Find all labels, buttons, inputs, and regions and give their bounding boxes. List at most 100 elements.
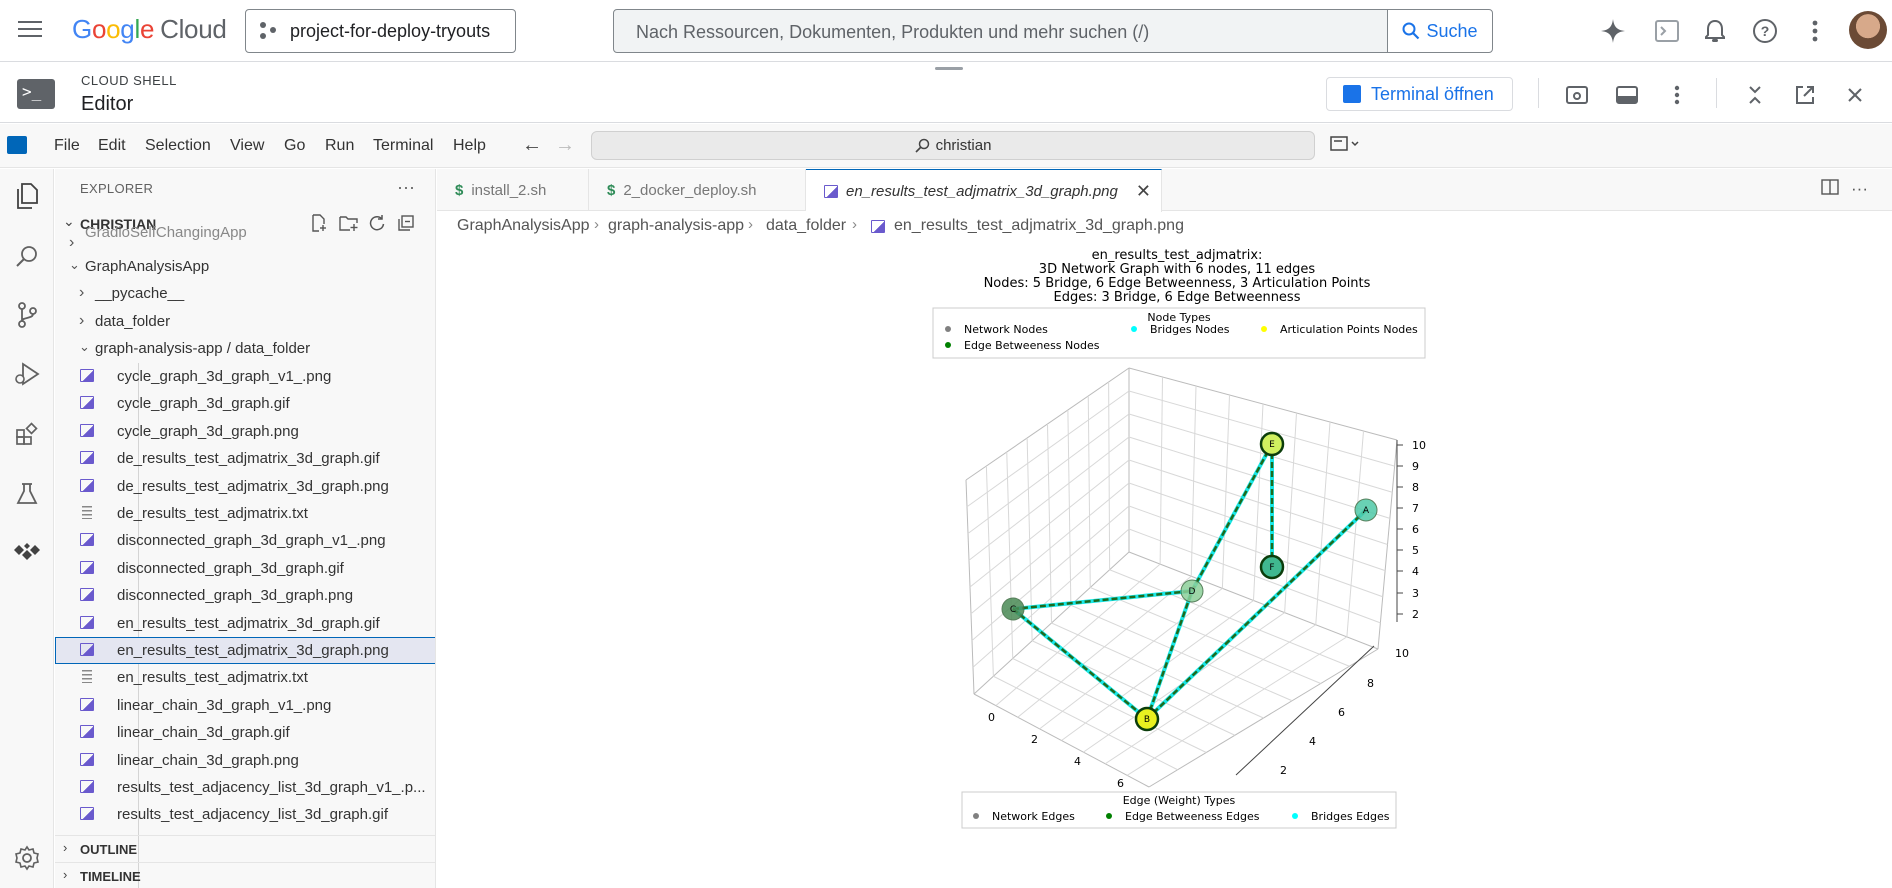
menu-run[interactable]: Run	[325, 137, 355, 154]
explorer-more-icon[interactable]: ···	[397, 177, 415, 197]
tree-file[interactable]: cycle_graph_3d_graph.png	[55, 418, 435, 445]
help-icon[interactable]: ?	[1750, 16, 1780, 46]
search-button[interactable]: Suche	[1387, 9, 1493, 53]
shell-more-icon[interactable]	[1662, 80, 1692, 110]
open-terminal-button[interactable]: Terminal öffnen	[1326, 77, 1513, 111]
y-axis-line	[1235, 645, 1375, 776]
source-control-icon[interactable]	[8, 296, 46, 334]
forward-arrow-icon[interactable]: →	[555, 134, 575, 156]
grid-line	[1067, 409, 1072, 606]
tree-file[interactable]: disconnected_graph_3d_graph.gif	[55, 555, 435, 582]
tree-file[interactable]: en_results_test_adjmatrix.txt	[55, 664, 435, 691]
tree-file[interactable]: cycle_graph_3d_graph.gif	[55, 390, 435, 417]
tree-file[interactable]: de_results_test_adjmatrix.txt	[55, 500, 435, 527]
tree-file[interactable]: results_test_adjacency_list_3d_graph.gif	[55, 801, 435, 828]
outline-section[interactable]: › OUTLINE	[55, 835, 435, 861]
collapse-all-icon[interactable]	[397, 214, 415, 237]
search-sidebar-icon[interactable]	[8, 237, 46, 275]
menu-view[interactable]: View	[230, 137, 265, 154]
menu-go[interactable]: Go	[284, 137, 306, 154]
image-file-icon	[80, 478, 94, 492]
project-selector[interactable]: project-for-deploy-tryouts	[245, 9, 516, 53]
tree-folder[interactable]: ⌄ graph-analysis-app / data_folder	[55, 335, 435, 362]
breadcrumb-item[interactable]: data_folder	[766, 217, 847, 234]
editor-more-icon[interactable]: ···	[1851, 179, 1868, 198]
new-file-icon[interactable]	[310, 214, 328, 237]
tree-label: cycle_graph_3d_graph.gif	[117, 395, 290, 413]
tab-en-results-graph[interactable]: en_results_test_adjmatrix_3d_graph.png ✕	[806, 169, 1162, 212]
tree-file[interactable]: cycle_graph_3d_graph_v1_.png	[55, 363, 435, 390]
open-new-window-icon[interactable]	[1790, 80, 1820, 110]
more-options-icon[interactable]	[1800, 16, 1830, 46]
command-center-search[interactable]: christian	[591, 131, 1315, 160]
chevron-right-icon: ›	[79, 312, 85, 329]
grid-line	[971, 505, 1130, 641]
tree-file[interactable]: disconnected_graph_3d_graph_v1_.png	[55, 527, 435, 554]
tree-file[interactable]: de_results_test_adjmatrix_3d_graph.gif	[55, 445, 435, 472]
back-arrow-icon[interactable]: ←	[522, 134, 542, 156]
tree-file[interactable]: en_results_test_adjmatrix_3d_graph.gif	[55, 610, 435, 637]
tree-file[interactable]: en_results_test_adjmatrix_3d_graph.png	[55, 637, 435, 664]
plot-title-line: Edges: 3 Bridge, 6 Edge Betweenness	[1054, 290, 1301, 305]
z-tick-label: 2	[1412, 608, 1419, 621]
text-file-icon	[82, 670, 92, 684]
close-tab-icon[interactable]: ✕	[1135, 181, 1151, 201]
tree-folder[interactable]: ⌄ GraphAnalysisApp	[55, 253, 435, 280]
cloud-shell-terminal-icon[interactable]	[1652, 16, 1682, 46]
extensions-icon[interactable]	[8, 415, 46, 453]
tree-file[interactable]: disconnected_graph_3d_graph.png	[55, 582, 435, 609]
tree-folder[interactable]: › GradioSelfChangingApp	[55, 224, 435, 257]
cloud-code-icon[interactable]	[8, 534, 46, 572]
menu-selection[interactable]: Selection	[145, 137, 211, 154]
menu-help[interactable]: Help	[453, 137, 486, 154]
tab-install-2[interactable]: $ install_2.sh	[437, 169, 589, 211]
split-editor-icon[interactable]	[1821, 179, 1839, 200]
menu-edit[interactable]: Edit	[98, 137, 126, 154]
breadcrumb-item[interactable]: en_results_test_adjmatrix_3d_graph.png	[894, 217, 1184, 234]
tree-file[interactable]: linear_chain_3d_graph_v1_.png	[55, 692, 435, 719]
web-preview-icon[interactable]	[1562, 80, 1592, 110]
run-debug-icon[interactable]	[8, 355, 46, 393]
workspace-root[interactable]: ⌄ CHRISTIAN	[55, 213, 435, 237]
user-avatar[interactable]	[1849, 11, 1887, 49]
explorer-sidebar: EXPLORER ··· ⌄ CHRISTIAN › GradioSelfChan…	[55, 169, 436, 888]
explorer-files-icon[interactable]	[8, 177, 46, 215]
tab-docker-deploy[interactable]: $ 2_docker_deploy.sh	[589, 169, 806, 211]
image-viewer[interactable]: en_results_test_adjmatrix: 3D Network Gra…	[437, 242, 1892, 888]
settings-gear-icon[interactable]	[8, 839, 46, 877]
graph-node	[1354, 498, 1378, 522]
new-folder-icon[interactable]	[339, 214, 359, 237]
node-legend-marker	[945, 342, 951, 348]
tree-file[interactable]: linear_chain_3d_graph.png	[55, 747, 435, 774]
image-file-icon	[80, 369, 94, 382]
notifications-bell-icon[interactable]	[1700, 16, 1730, 46]
minimize-icon[interactable]	[1740, 80, 1770, 110]
google-cloud-logo[interactable]: Google Cloud	[72, 14, 227, 44]
menu-file[interactable]: File	[54, 137, 80, 154]
main-menu-icon[interactable]	[18, 21, 42, 39]
y-tick-label: 10	[1395, 647, 1409, 660]
testing-flask-icon[interactable]	[8, 475, 46, 513]
gemini-sparkle-icon[interactable]	[1598, 16, 1628, 46]
resize-handle[interactable]	[935, 67, 963, 70]
search-input[interactable]: Nach Ressourcen, Dokumenten, Produkten u…	[613, 9, 1388, 53]
tree-folder[interactable]: › __pycache__	[55, 280, 435, 307]
grid-line	[972, 528, 1130, 668]
customize-layout-icon[interactable]	[1330, 135, 1362, 158]
shell-subtitle: CLOUD SHELL	[81, 73, 177, 88]
breadcrumb-item[interactable]: GraphAnalysisApp	[457, 217, 590, 234]
tree-file[interactable]: linear_chain_3d_graph.gif	[55, 719, 435, 746]
breadcrumb-item[interactable]: graph-analysis-app	[608, 217, 745, 234]
close-shell-icon[interactable]	[1840, 80, 1870, 110]
menu-terminal[interactable]: Terminal	[373, 137, 434, 154]
timeline-section[interactable]: › TIMELINE	[55, 862, 435, 888]
tree-file[interactable]: results_test_adjacency_list_3d_graph_v1_…	[55, 774, 435, 801]
tree-file[interactable]: de_results_test_adjmatrix_3d_graph.png	[55, 473, 435, 500]
search-icon	[1402, 22, 1420, 40]
image-file-icon	[80, 725, 94, 739]
refresh-icon[interactable]	[368, 214, 386, 237]
layout-panel-icon[interactable]	[1612, 80, 1642, 110]
grid-line	[970, 482, 1130, 615]
edge-legend-label: Bridges Edges	[1311, 810, 1390, 823]
tree-folder[interactable]: › data_folder	[55, 308, 435, 335]
